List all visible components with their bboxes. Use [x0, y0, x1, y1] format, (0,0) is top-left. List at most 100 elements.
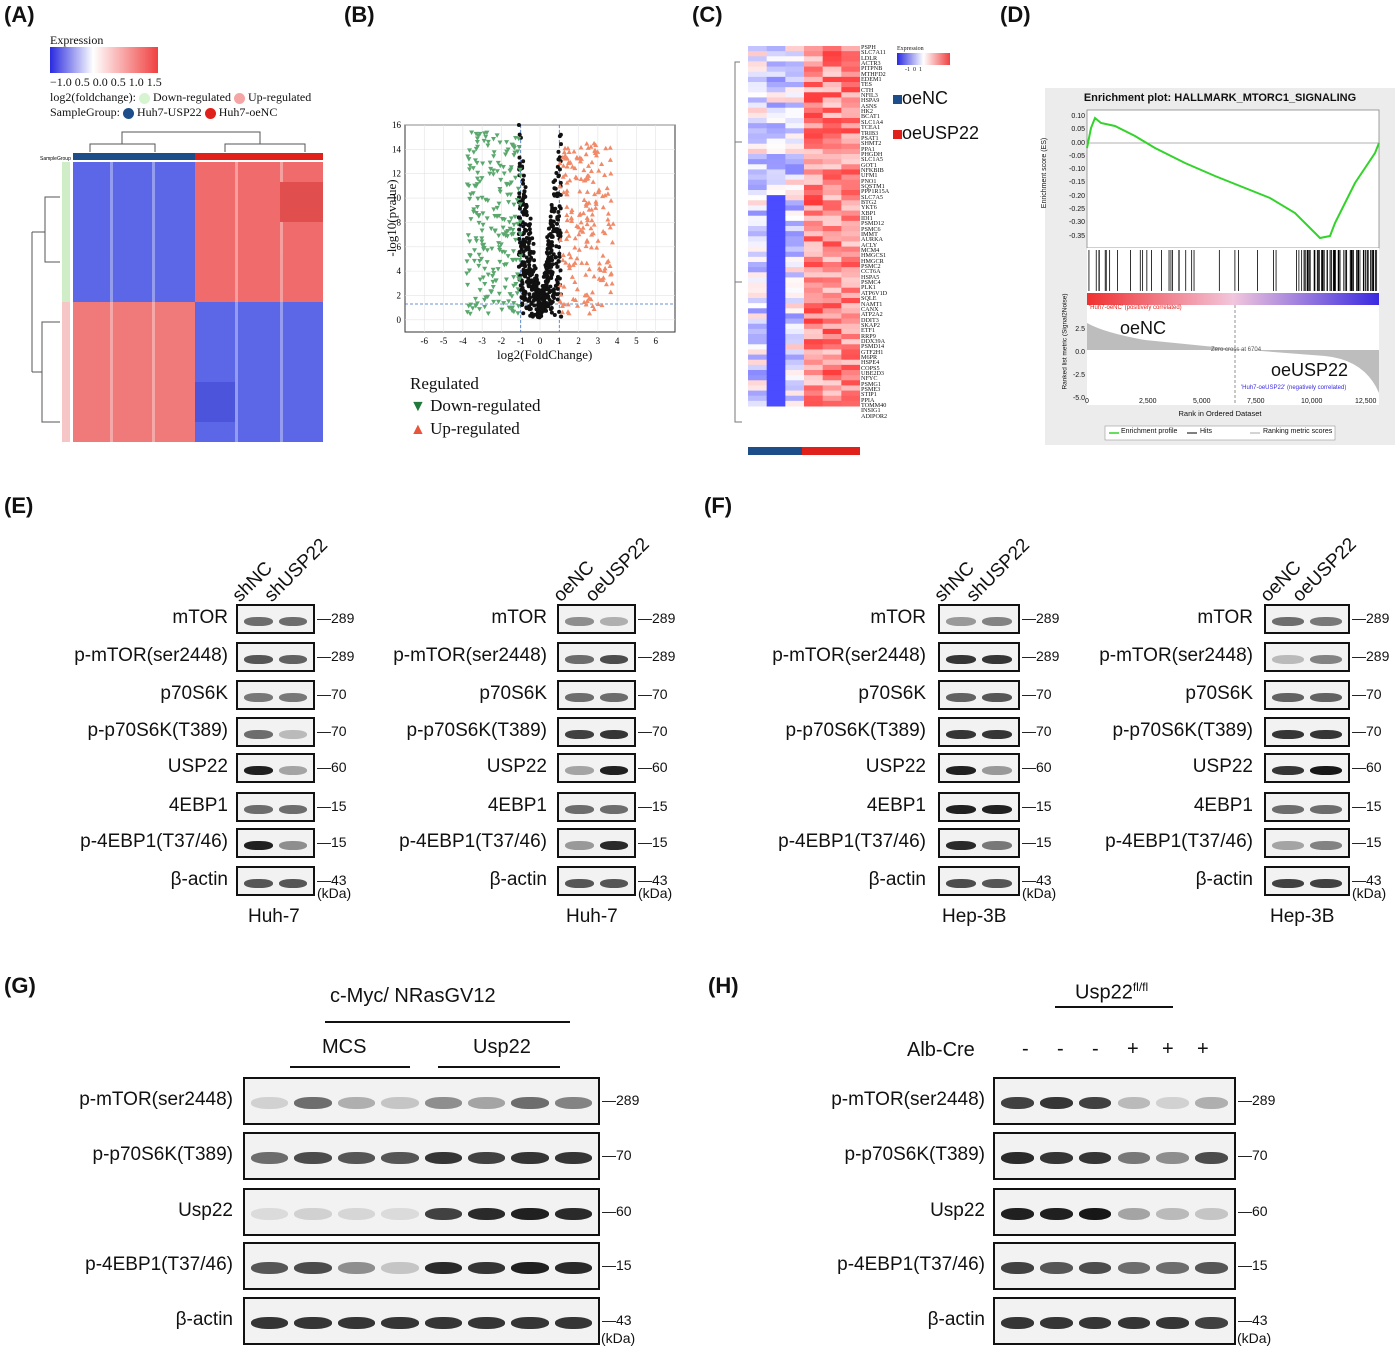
volcano-down-point — [467, 311, 473, 317]
kda-unit: (kDa) — [1237, 1330, 1272, 1346]
volcano-up-point — [585, 173, 591, 178]
volcano-down-point — [474, 301, 480, 306]
volcano-up-point — [564, 228, 570, 234]
kda-unit: (kDa) — [638, 885, 673, 901]
heatmap-cell — [804, 323, 824, 330]
volcano-up-point — [586, 295, 592, 301]
volcano-down-point — [495, 160, 501, 166]
blot-band — [278, 729, 307, 739]
heatmap-cell — [841, 118, 860, 124]
heatmap-cell — [804, 272, 824, 278]
kda-marker: —70 — [1352, 723, 1382, 739]
blot-band — [599, 840, 628, 850]
volcano-down-point — [472, 296, 478, 302]
heatmap-cell — [822, 364, 842, 371]
heatmap-cell — [785, 164, 805, 170]
blot-band — [381, 1208, 419, 1220]
kda-marker: —289 — [1022, 610, 1060, 626]
genotype-sign: + — [1197, 1038, 1209, 1060]
volcano-down-point — [505, 254, 511, 259]
volcano-up-point — [608, 271, 614, 277]
blot-band — [337, 1152, 376, 1164]
kda-marker: —289 — [1352, 610, 1390, 626]
volcano-down-point — [485, 311, 491, 317]
volcano-point — [555, 275, 560, 280]
blot-band — [1078, 1152, 1112, 1164]
volcano-down-point — [497, 189, 503, 195]
volcano-xtick: -2 — [498, 336, 506, 346]
heatmap-cell — [785, 200, 805, 206]
heatmap-cell — [785, 308, 805, 314]
heatmap-cell — [841, 354, 860, 361]
heatmap-cell — [785, 339, 805, 345]
volcano-up-point — [569, 164, 575, 169]
heatmap-cell — [785, 87, 805, 93]
heatmap-cell — [766, 66, 786, 73]
gene-label: SLC7A11 — [861, 49, 886, 57]
genotype-sign: - — [1092, 1038, 1099, 1060]
volcano-point — [544, 266, 549, 271]
heatmap-cell — [748, 56, 768, 62]
blot-band — [1039, 1097, 1073, 1109]
es-tick: -0.25 — [1069, 206, 1085, 214]
volcano-up-point — [583, 151, 589, 157]
heatmap-cell — [785, 241, 805, 248]
heatmap-cell — [822, 400, 842, 407]
volcano-point — [553, 229, 558, 234]
heatmap-cell — [785, 66, 805, 73]
volcano-up-point — [586, 200, 592, 205]
heatmap-cell — [822, 308, 842, 314]
gene-label: COPS5 — [861, 364, 880, 372]
volcano-up-point — [574, 155, 580, 161]
heatmap-cell — [822, 334, 842, 340]
gene-label: SQLE — [861, 295, 877, 303]
blot-row-label: p-4EBP1(T37/46) — [85, 1254, 233, 1275]
volcano-point — [548, 284, 553, 289]
heatmap-cell — [822, 71, 842, 78]
kda-marker: —70 — [602, 1147, 632, 1163]
heatmap-cell — [785, 364, 805, 371]
heatmap-cell — [804, 282, 824, 289]
blot-strip — [1264, 753, 1350, 783]
volcano-down-point — [469, 130, 475, 135]
volcano-up-point — [581, 299, 587, 305]
heatmap-cell — [748, 359, 768, 366]
gene-label: DDX39A — [861, 337, 886, 345]
volcano-up-point — [589, 217, 595, 223]
heatmap-cell — [766, 385, 786, 392]
heatmap-cell — [804, 76, 824, 83]
heatmap-cell — [822, 385, 842, 392]
heatmap-cell — [785, 159, 805, 165]
volcano-up-point — [582, 177, 588, 183]
heatmap-cell — [804, 112, 824, 119]
heatmap-cell — [748, 241, 768, 248]
kda-marker: —60 — [317, 759, 347, 775]
volcano-point — [528, 272, 533, 277]
g-group-mcs: MCS — [322, 1036, 367, 1058]
gene-label: UFM1 — [861, 172, 878, 180]
volcano-point — [523, 227, 528, 232]
heatmap-cell — [748, 46, 768, 52]
volcano-up-point — [569, 209, 575, 215]
blot-band — [1156, 1097, 1190, 1109]
volcano-down-point — [490, 168, 496, 173]
volcano-up-point — [610, 221, 616, 226]
volcano-down-point — [508, 180, 514, 186]
blot-band — [244, 840, 273, 850]
volcano-point — [549, 255, 554, 260]
volcano-point — [520, 285, 525, 290]
volcano-down-point — [504, 149, 510, 155]
blot-band — [1272, 654, 1304, 664]
heatmap-cell — [822, 195, 842, 201]
volcano-up-point — [580, 210, 586, 216]
heatmap-cell — [822, 298, 842, 304]
volcano-up-point — [572, 244, 578, 250]
gene-label: PSMC4 — [861, 279, 881, 287]
heatmap-cell — [748, 61, 768, 68]
blot-band — [1195, 1317, 1228, 1329]
blot-strip — [557, 717, 636, 747]
heatmap-cell — [766, 133, 786, 140]
heatmap-cell — [766, 231, 786, 237]
volcano-point — [544, 250, 549, 255]
heatmap-cell — [748, 51, 768, 57]
